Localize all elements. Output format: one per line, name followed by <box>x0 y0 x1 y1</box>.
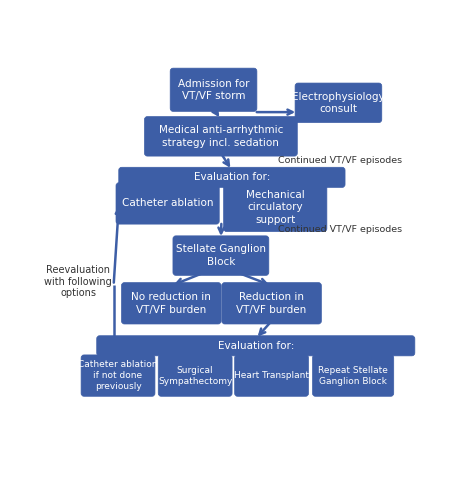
Text: Continued VT/VF episodes: Continued VT/VF episodes <box>278 225 402 234</box>
FancyBboxPatch shape <box>158 355 232 396</box>
FancyBboxPatch shape <box>170 68 257 111</box>
FancyBboxPatch shape <box>116 183 219 224</box>
FancyBboxPatch shape <box>97 336 415 356</box>
Text: Reduction in
VT/VF burden: Reduction in VT/VF burden <box>237 292 307 315</box>
Text: Reevaluation
with following
options: Reevaluation with following options <box>45 265 112 298</box>
Text: Medical anti-arrhythmic
strategy incl. sedation: Medical anti-arrhythmic strategy incl. s… <box>159 125 283 148</box>
Text: Catheter ablation
if not done
previously: Catheter ablation if not done previously <box>78 360 158 391</box>
Text: Admission for
VT/VF storm: Admission for VT/VF storm <box>178 78 249 101</box>
FancyBboxPatch shape <box>121 283 221 324</box>
FancyBboxPatch shape <box>312 355 394 396</box>
Text: Electrophysiology
consult: Electrophysiology consult <box>292 91 385 114</box>
FancyBboxPatch shape <box>119 167 345 187</box>
Text: Stellate Ganglion
Block: Stellate Ganglion Block <box>176 244 266 267</box>
FancyBboxPatch shape <box>295 83 382 122</box>
Text: Evaluation for:: Evaluation for: <box>218 341 294 351</box>
Text: Continued VT/VF episodes: Continued VT/VF episodes <box>278 156 402 165</box>
Text: No reduction in
VT/VF burden: No reduction in VT/VF burden <box>131 292 211 315</box>
Text: Repeat Stellate
Ganglion Block: Repeat Stellate Ganglion Block <box>318 365 388 386</box>
FancyBboxPatch shape <box>145 117 297 156</box>
Text: Evaluation for:: Evaluation for: <box>194 172 270 182</box>
Text: Heart Transplant: Heart Transplant <box>234 371 309 380</box>
Text: Catheter ablation: Catheter ablation <box>122 198 213 209</box>
FancyBboxPatch shape <box>222 283 321 324</box>
FancyBboxPatch shape <box>224 183 327 231</box>
FancyBboxPatch shape <box>173 236 269 275</box>
Text: Surgical
Sympathectomy: Surgical Sympathectomy <box>158 365 232 386</box>
FancyBboxPatch shape <box>235 355 309 396</box>
FancyBboxPatch shape <box>81 355 155 396</box>
Text: Mechanical
circulatory
support: Mechanical circulatory support <box>246 190 305 225</box>
